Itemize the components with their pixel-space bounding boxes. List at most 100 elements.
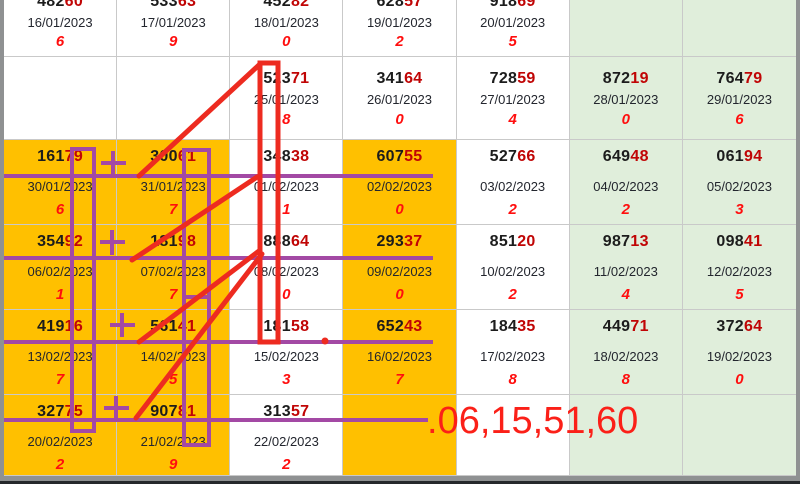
cell-r6c6[interactable] [569,395,683,476]
cell-r5c7[interactable]: 37264 19/02/2023 0 [682,310,796,395]
prize-number: 98713 [602,233,649,250]
cell-r1c6[interactable] [569,0,683,57]
digit-note: 2 [395,33,404,50]
digit-note: 3 [282,371,291,388]
draw-date: 14/02/2023 [140,349,206,364]
draw-date: 20/02/2023 [27,434,93,449]
cell-r4c5[interactable]: 85120 10/02/2023 2 [456,225,570,310]
digit-note: 0 [282,33,291,50]
prize-number: 90781 [150,403,197,420]
cell-r5c2[interactable]: 56141 14/02/2023 5 [117,310,231,395]
frame-bottom [0,476,800,481]
prediction-text: .06,15,51,60 [427,401,638,441]
draw-date: 10/02/2023 [480,264,546,279]
digit-note: 5 [508,33,517,50]
prize-number: 62857 [376,0,423,10]
digit-note: 7 [395,371,404,388]
prize-number: 52766 [489,148,536,165]
cell-r3c6[interactable]: 64948 04/02/2023 2 [569,140,683,225]
cell-r6c2[interactable]: 90781 21/02/2023 9 [117,395,231,476]
prize-number: 45282 [263,0,310,10]
cell-r4c7[interactable]: 09841 12/02/2023 5 [682,225,796,310]
draw-date: 04/02/2023 [593,179,659,194]
draw-date: 27/01/2023 [480,92,546,107]
cell-r2c7[interactable]: 76479 29/01/2023 6 [682,57,796,140]
cell-r2c3[interactable]: 52371 25/01/2023 8 [230,57,344,140]
cell-r3c2[interactable]: 30061 31/01/2023 7 [117,140,231,225]
prize-number: 18198 [150,233,197,250]
cell-r1c2[interactable]: 53363 17/01/2023 9 [117,0,231,57]
cell-r4c2[interactable]: 18198 07/02/2023 7 [117,225,231,310]
draw-date: 17/02/2023 [480,349,546,364]
cell-r4c3[interactable]: 88864 08/02/2023 0 [230,225,344,310]
cell-r1c1[interactable]: 48260 16/01/2023 6 [4,0,118,57]
draw-date: 03/02/2023 [480,179,546,194]
cell-r2c2[interactable] [117,57,231,140]
cell-r2c4[interactable]: 34164 26/01/2023 0 [343,57,457,140]
cell-r1c5[interactable]: 91869 20/01/2023 5 [456,0,570,57]
draw-date: 19/01/2023 [366,15,433,30]
digit-note: 2 [621,201,630,218]
digit-note: 0 [735,371,744,388]
draw-date: 13/02/2023 [27,349,93,364]
cell-r3c3[interactable]: 34838 01/02/2023 1 [230,140,344,225]
prize-number: 32775 [37,403,84,420]
cell-r6c7[interactable] [682,395,796,476]
draw-date: 05/02/2023 [706,179,772,194]
digit-note: 5 [735,286,744,303]
cell-r1c7[interactable] [682,0,796,57]
cell-r2c6[interactable]: 87219 28/01/2023 0 [569,57,683,140]
cell-r6c3[interactable]: 31357 22/02/2023 2 [230,395,344,476]
digit-note: 0 [395,111,404,128]
prediction-dot: . [427,400,438,442]
prize-number: 30061 [150,148,197,165]
cell-r5c4[interactable]: 65243 16/02/2023 7 [343,310,457,395]
prize-number: 65243 [376,318,423,335]
cell-r6c4[interactable] [343,395,457,476]
digit-note: 1 [282,201,291,218]
cell-r3c1[interactable]: 16179 30/01/2023 6 [4,140,118,225]
cell-r5c3[interactable]: 18158 15/02/2023 3 [230,310,344,395]
cell-r2c5[interactable]: 72859 27/01/2023 4 [456,57,570,140]
prize-number: 34164 [376,70,423,87]
prize-number: 06194 [716,148,763,165]
prize-number: 87219 [602,70,649,87]
draw-date: 19/02/2023 [706,349,772,364]
digit-note: 4 [508,111,517,128]
draw-date: 18/02/2023 [593,349,659,364]
prize-number: 53363 [150,0,197,10]
cell-r4c1[interactable]: 35492 06/02/2023 1 [4,225,118,310]
draw-date: 31/01/2023 [140,179,206,194]
cell-r3c5[interactable]: 52766 03/02/2023 2 [456,140,570,225]
draw-date: 06/02/2023 [27,264,93,279]
prize-number: 44971 [602,318,649,335]
digit-note: 8 [282,111,291,128]
draw-date: 12/02/2023 [706,264,772,279]
digit-note: 8 [508,371,517,388]
draw-date: 22/02/2023 [253,434,319,449]
cell-r5c6[interactable]: 44971 18/02/2023 8 [569,310,683,395]
digit-note: 6 [55,33,65,50]
draw-date: 30/01/2023 [27,179,93,194]
draw-date: 09/02/2023 [366,264,433,279]
prize-number: 56141 [150,318,197,335]
digit-note: 4 [621,286,630,303]
prediction-numbers: 06,15,51,60 [437,400,639,442]
cell-r5c1[interactable]: 41916 13/02/2023 7 [4,310,118,395]
digit-note: 9 [169,456,178,473]
prize-number: 52371 [263,70,310,87]
cell-r4c4[interactable]: 29337 09/02/2023 0 [343,225,457,310]
cell-r6c5[interactable] [456,395,570,476]
digit-note: 2 [282,456,291,473]
cell-r5c5[interactable]: 18435 17/02/2023 8 [456,310,570,395]
cell-r6c1[interactable]: 32775 20/02/2023 2 [4,395,118,476]
prize-number: 76479 [716,70,763,87]
cell-r1c3[interactable]: 45282 18/01/2023 0 [230,0,344,57]
prize-number: 64948 [602,148,649,165]
cell-r4c6[interactable]: 98713 11/02/2023 4 [569,225,683,310]
cell-r1c4[interactable]: 62857 19/01/2023 2 [343,0,457,57]
cell-r3c7[interactable]: 06194 05/02/2023 3 [682,140,796,225]
cell-r3c4[interactable]: 60755 02/02/2023 0 [343,140,457,225]
cell-r2c1[interactable] [4,57,118,140]
